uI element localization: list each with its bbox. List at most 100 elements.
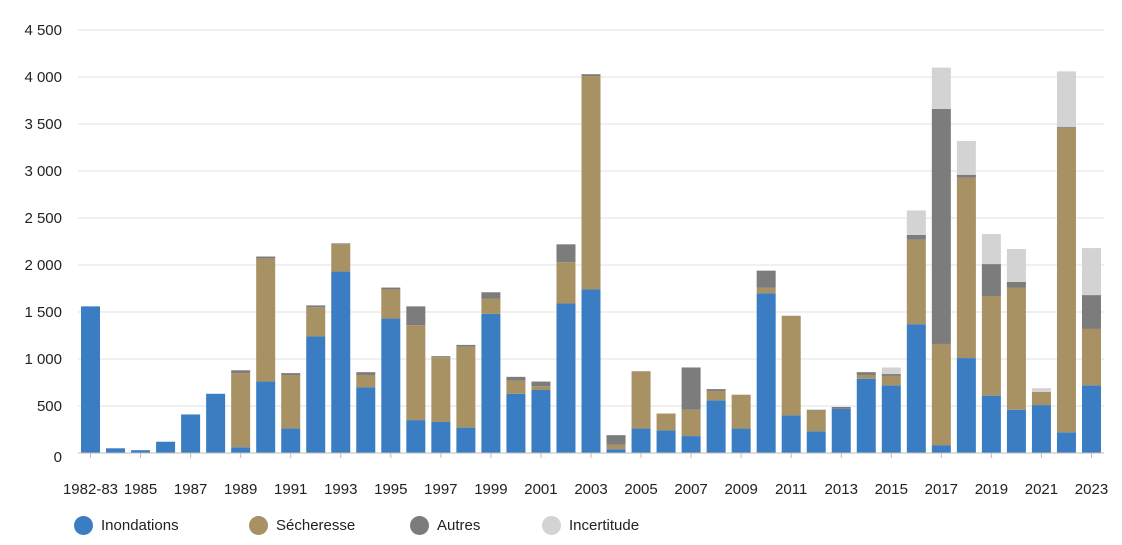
bar-2011-sécheresse [781, 315, 801, 416]
bar-2003-autres [581, 74, 601, 77]
bar-1991-autres [281, 373, 301, 375]
bar-2017-inondations [931, 445, 951, 453]
bar-1989-inondations [231, 447, 251, 453]
bar-2007-sécheresse [681, 409, 701, 437]
bar-1990-autres [256, 256, 276, 259]
y-tick-label: 2 000 [24, 257, 62, 274]
bar-2023-inondations [1081, 385, 1101, 453]
bar-1995-sécheresse [381, 289, 401, 319]
bar-2009-sécheresse [731, 394, 751, 429]
bar-2007-autres [681, 367, 701, 410]
legend: Inondations Sécheresse Autres Incertitud… [0, 510, 1122, 540]
bar-1998-sécheresse [456, 346, 476, 428]
y-axis-tick-labels: 0 500 1 000 1 500 2 000 2 500 3 000 3 500 4 000 4… [24, 22, 62, 466]
bar-2019-autres [981, 264, 1001, 297]
y-tick-label: 1 500 [24, 304, 62, 321]
bar-2022-autres [1056, 126, 1076, 128]
bar-2021-sécheresse [1031, 391, 1051, 406]
x-tick-label: 1997 [424, 481, 457, 498]
bar-2019-incertitude [981, 233, 1001, 265]
bar-2018-sécheresse [956, 177, 976, 359]
bar-2022-inondations [1056, 432, 1076, 453]
bar-2018-autres [956, 174, 976, 178]
bar-2001-inondations [531, 390, 551, 453]
bar-1993-autres [331, 243, 351, 245]
x-axis [78, 452, 1104, 458]
bar-2007-inondations [681, 436, 701, 453]
bar-2013-autres [831, 406, 851, 409]
y-tick-label: 4 500 [24, 22, 62, 39]
bar-1996-sécheresse [406, 325, 426, 421]
bar-1989-autres [231, 370, 251, 374]
bar-2005-sécheresse [631, 371, 651, 429]
bar-1997-sécheresse [431, 357, 451, 422]
x-tick-label: 2023 [1075, 481, 1108, 498]
x-tick-label: 2009 [724, 481, 757, 498]
x-tick-label: 2021 [1025, 481, 1058, 498]
bar-2013-inondations [831, 408, 851, 453]
bar-2012-inondations [806, 431, 826, 453]
bar-2015-autres [881, 374, 901, 376]
bar-1997-inondations [431, 421, 451, 453]
x-tick-label: 1995 [374, 481, 407, 498]
bar-2008-autres [706, 389, 726, 391]
bar-2003-inondations [581, 289, 601, 453]
bar-1998-autres [456, 344, 476, 347]
legend-swatch-autres [410, 515, 429, 535]
bar-1995-autres [381, 287, 401, 290]
bar-2023-incertitude [1081, 248, 1101, 296]
bar-2004-autres [606, 435, 626, 445]
bar-2017-autres [931, 108, 951, 344]
bar-2005-inondations [631, 428, 651, 453]
bar-2022-incertitude [1056, 71, 1076, 127]
bar-2016-autres [906, 234, 926, 240]
x-tick-label: 2019 [975, 481, 1008, 498]
bar-1993-inondations [331, 271, 351, 453]
x-tick-label: 2005 [624, 481, 657, 498]
x-tick-label: 2007 [674, 481, 707, 498]
bar-2015-sécheresse [881, 375, 901, 386]
legend-item-autres: Autres [410, 510, 480, 540]
bar-2019-sécheresse [981, 296, 1001, 396]
bar-2023-autres [1081, 295, 1101, 329]
bar-1991-inondations [281, 428, 301, 453]
x-tick-label: 1987 [174, 481, 207, 498]
y-tick-label: 3 500 [24, 116, 62, 133]
x-tick-label: 2001 [524, 481, 557, 498]
bar-1986-inondations [156, 441, 176, 453]
bar-2017-incertitude [931, 67, 951, 109]
legend-item-incertitude: Incertitude [542, 510, 639, 540]
bar-2019-inondations [981, 395, 1001, 453]
bar-1984-inondations [106, 448, 126, 453]
x-tick-label: 1999 [474, 481, 507, 498]
bar-2001-sécheresse [531, 386, 551, 391]
bar-1987-inondations [181, 414, 201, 453]
x-tick-label: 1989 [224, 481, 257, 498]
bar-2014-sécheresse [856, 374, 876, 379]
bar-2004-inondations [606, 449, 626, 453]
bar-2010-sécheresse [756, 287, 776, 294]
bar-2002-autres [556, 244, 576, 263]
x-tick-label: 2003 [574, 481, 607, 498]
x-tick-label: 1991 [274, 481, 307, 498]
bar-1994-autres [356, 372, 376, 375]
bar-2000-sécheresse [506, 380, 526, 394]
bar-1991-sécheresse [281, 374, 301, 429]
bar-1985-inondations [131, 450, 151, 453]
bar-2004-sécheresse [606, 444, 626, 450]
bar-2008-sécheresse [706, 390, 726, 401]
stacked-bar-chart: 0 500 1 000 1 500 2 000 2 500 3 000 3 500 4 000 4… [24, 22, 1108, 498]
bar-2002-sécheresse [556, 262, 576, 304]
bar-1989-sécheresse [231, 373, 251, 448]
legend-label-inondations: Inondations [101, 516, 179, 534]
bar-1998-inondations [456, 427, 476, 453]
bar-1996-autres [406, 306, 426, 326]
bar-1992-sécheresse [306, 307, 326, 337]
bar-2016-sécheresse [906, 239, 926, 325]
bar-2016-inondations [906, 324, 926, 453]
y-tick-label: 4 000 [24, 69, 62, 86]
bar-2012-autres [806, 409, 826, 411]
bar-2001-autres [531, 381, 551, 387]
y-tick-label: 0 [54, 449, 62, 466]
y-tick-label: 3 000 [24, 163, 62, 180]
